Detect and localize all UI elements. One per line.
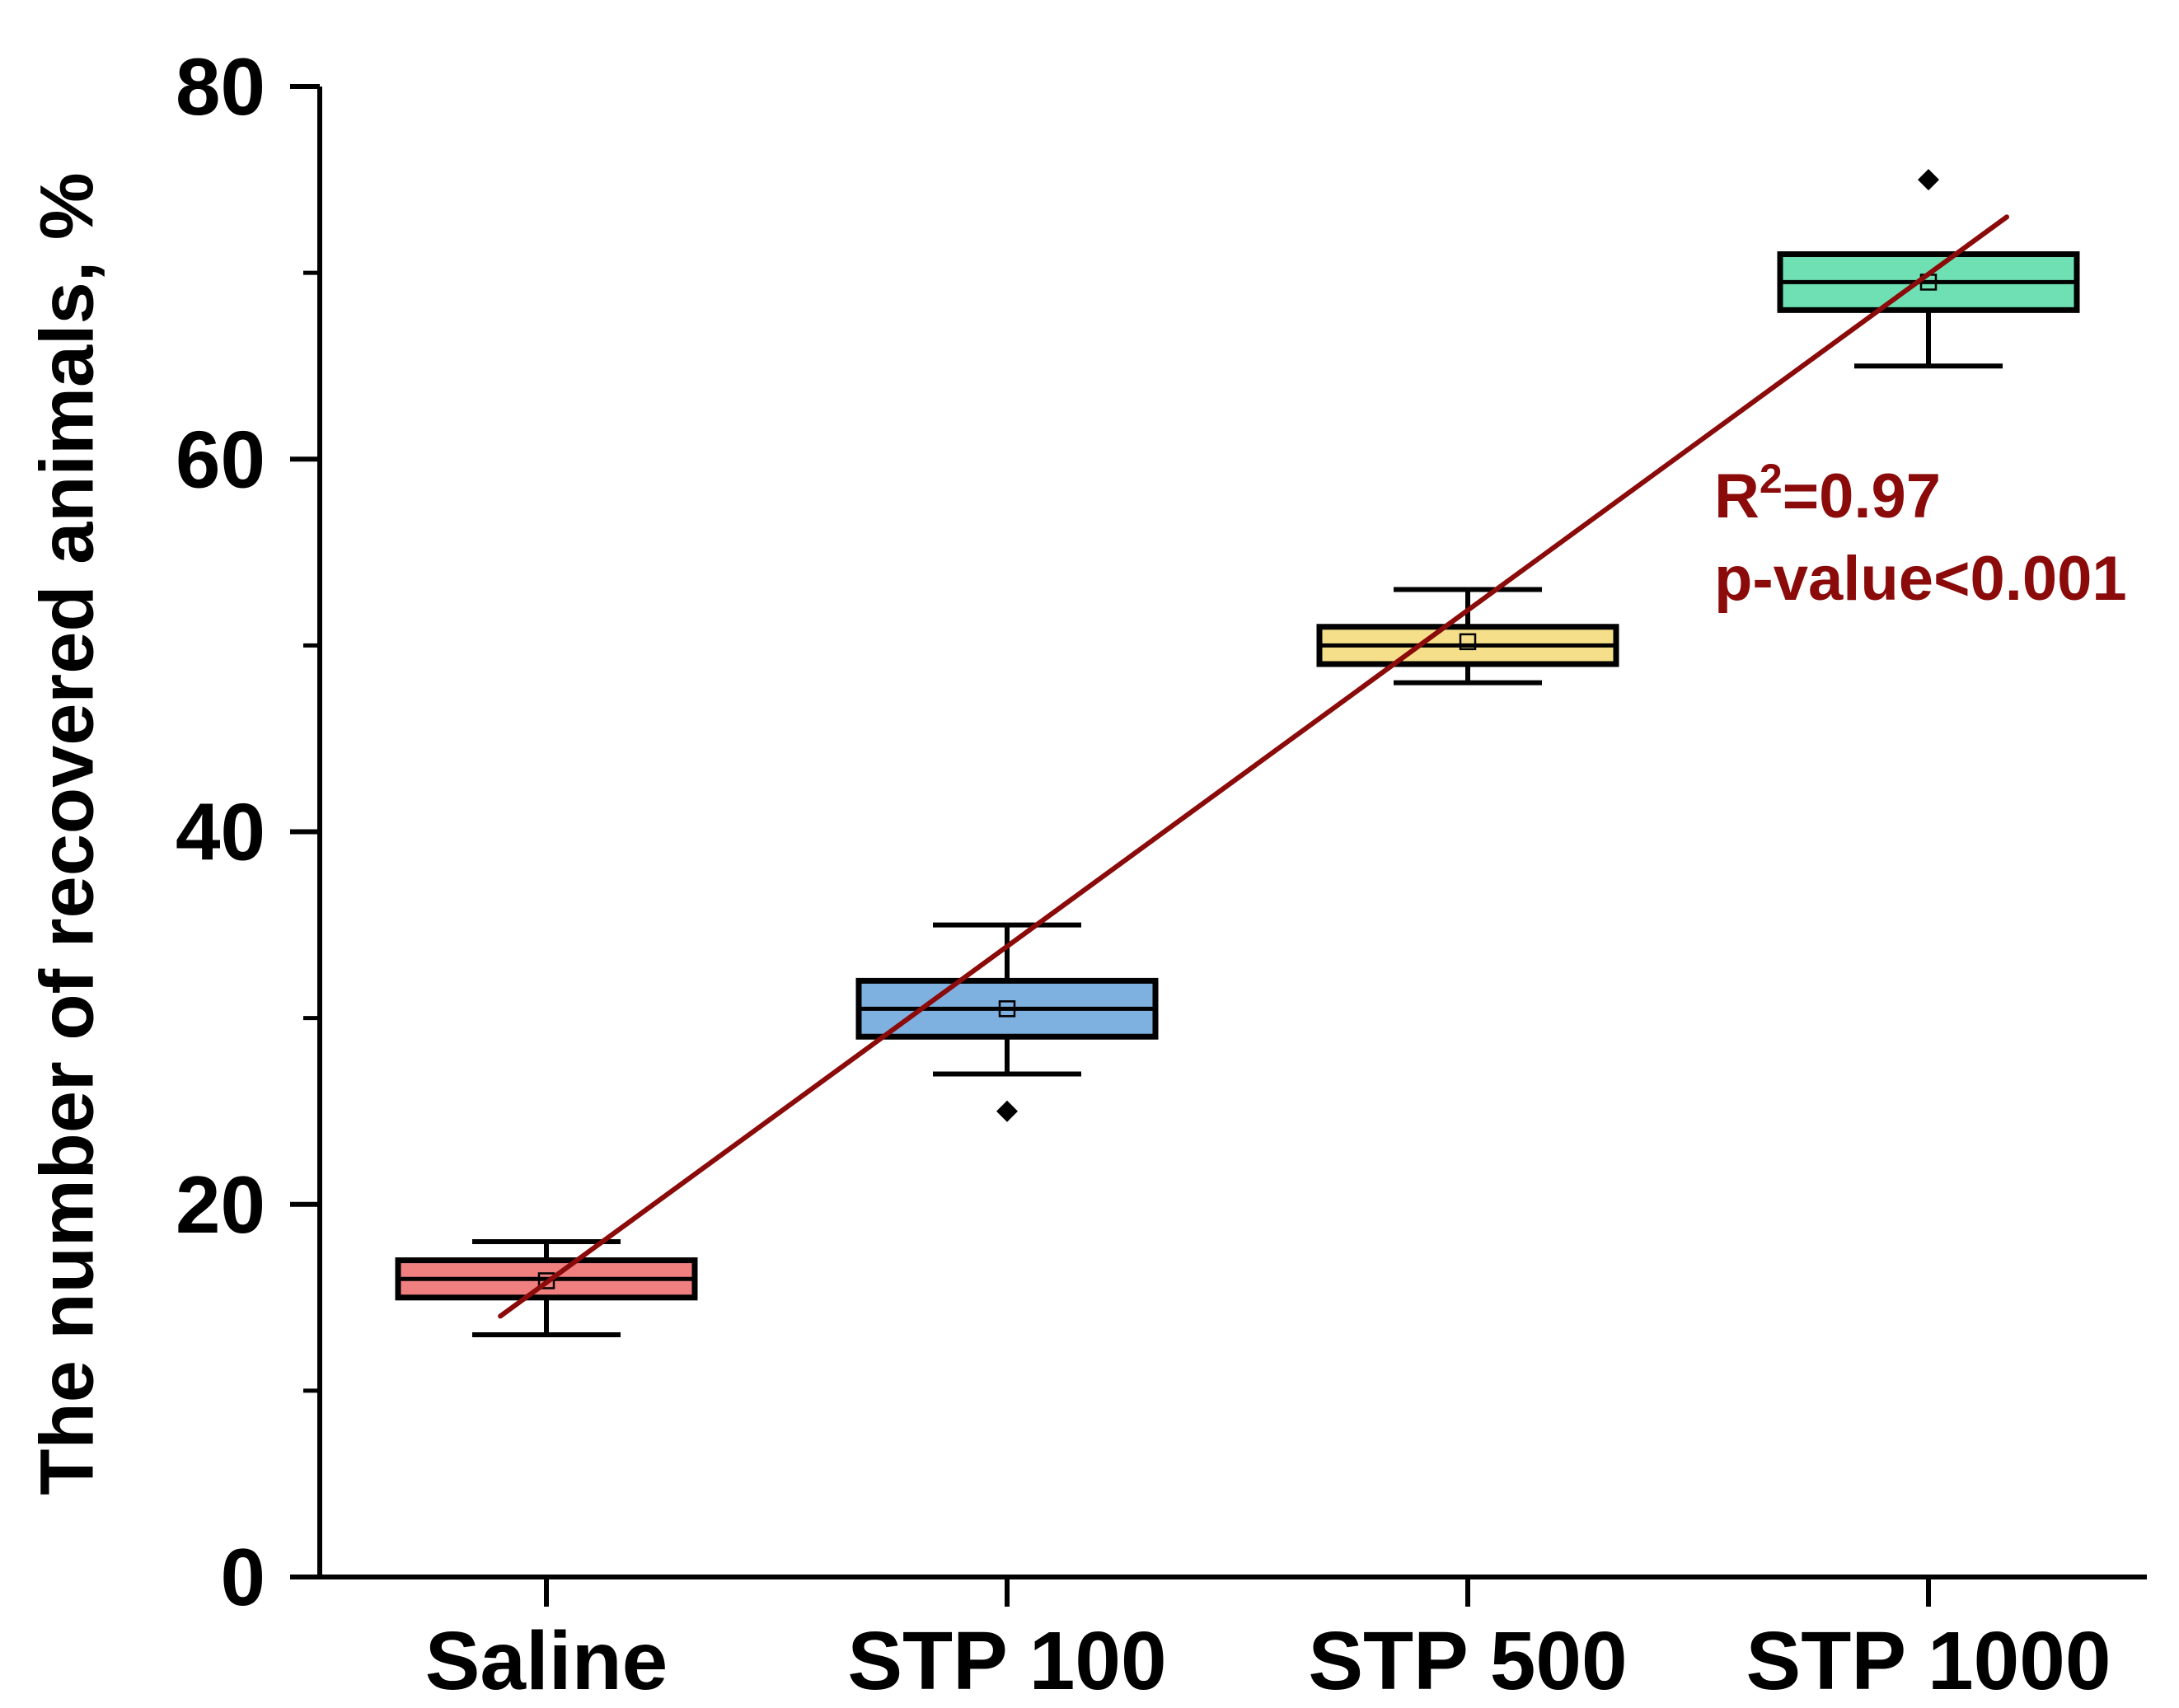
mean-marker <box>1459 633 1477 651</box>
y-tick-label: 0 <box>220 1532 265 1622</box>
r-squared-superscript: 2 <box>1760 456 1783 502</box>
regression <box>498 214 2010 1319</box>
box-group <box>1777 169 2080 369</box>
r-squared-value: =0.97 <box>1783 461 1941 531</box>
mean-marker <box>998 1000 1016 1018</box>
box-group <box>855 922 1159 1122</box>
box-group <box>395 1238 698 1338</box>
y-tick-label: 20 <box>176 1159 265 1250</box>
r-squared-annotation: R2=0.97 <box>1714 456 1941 531</box>
outlier-point <box>996 1100 1018 1122</box>
box-group <box>1316 587 1619 686</box>
x-category-label: STP 500 <box>1308 1615 1627 1707</box>
y-tick-label: 80 <box>176 41 265 132</box>
x-category-label: Saline <box>425 1615 668 1707</box>
boxes <box>395 169 2080 1338</box>
x-category-label: STP 1000 <box>1746 1615 2111 1707</box>
y-tick-label: 40 <box>176 787 265 877</box>
regression-line <box>498 214 2010 1319</box>
x-category-label: STP 100 <box>847 1615 1166 1707</box>
r-squared-prefix: R <box>1714 461 1760 531</box>
outlier-point <box>1918 169 1939 191</box>
y-axis-title: The number of recovered animals, % <box>25 172 109 1495</box>
y-tick-label: 60 <box>176 414 265 504</box>
x-ticks: Saline STP 100 STP 500 STP 1000 <box>425 1577 2111 1707</box>
mean-marker <box>537 1272 555 1289</box>
y-ticks: 0 20 40 60 80 <box>176 41 320 1622</box>
p-value-annotation: p-value<0.001 <box>1714 544 2127 614</box>
